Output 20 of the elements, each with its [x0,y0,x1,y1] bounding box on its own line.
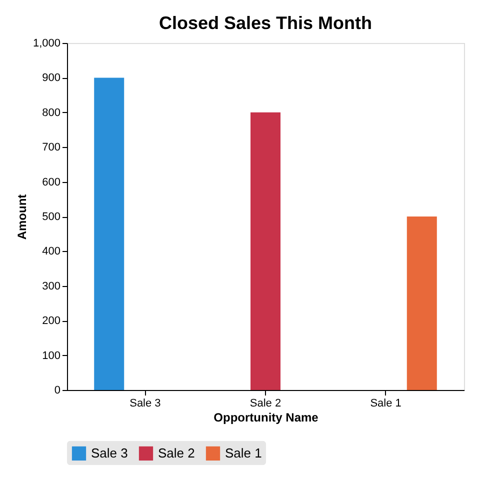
y-tick-label: 600 [42,176,60,188]
legend-label: Sale 2 [158,445,195,460]
y-tick-label: 100 [42,350,60,362]
y-tick-label: 200 [42,315,60,328]
y-tick-label: 1,000 [32,38,60,50]
y-tick-label: 800 [42,106,60,119]
y-tick-label: 300 [42,280,60,292]
y-axis-title: Amount [14,194,29,240]
y-tick-label: 700 [42,142,60,154]
y-tick-label: 0 [54,384,60,396]
x-axis-title: Opportunity Name [214,410,319,424]
x-tick-label: Sale 2 [250,398,282,410]
y-tick-label: 500 [42,211,60,223]
legend-label: Sale 1 [225,445,262,460]
chart-title: Closed Sales This Month [158,13,372,33]
y-tick-label: 900 [42,72,60,84]
y-tick-label: 400 [42,246,60,258]
x-tick-label: Sale 3 [130,398,161,410]
legend-label: Sale 3 [91,445,128,460]
x-tick-label: Sale 1 [370,398,402,410]
